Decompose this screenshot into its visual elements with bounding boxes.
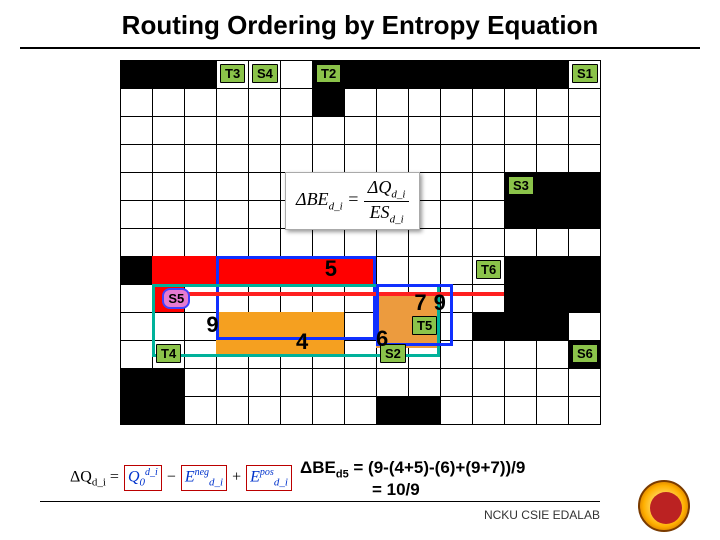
delta-q-formula: ΔQd_i = Q0d_i − Enegd_i + Eposd_i — [70, 465, 293, 491]
label-t4: T4 — [156, 344, 181, 363]
overlay-num-0: 5 — [325, 256, 337, 282]
label-s6: S6 — [572, 344, 598, 363]
formula-fraction: ΔQd_i ESd_i — [364, 177, 410, 225]
overlay-num-3: 6 — [376, 326, 388, 352]
label-t2: T2 — [316, 64, 341, 83]
overlay-num-4: 7 — [414, 290, 426, 316]
label-s1: S1 — [572, 64, 598, 83]
overlay-num-5: 9 — [434, 290, 446, 316]
entropy-formula-box: ΔBEd_i = ΔQd_i ESd_i — [285, 172, 420, 230]
label-s5: S5 — [162, 288, 190, 309]
footer-divider — [40, 501, 600, 502]
title-underline — [20, 47, 700, 49]
overlay-num-2: 4 — [296, 329, 308, 355]
footer-text: NCKU CSIE EDALAB — [484, 508, 600, 522]
label-t6: T6 — [476, 260, 501, 279]
label-s3: S3 — [508, 176, 534, 195]
ncku-badge-icon — [638, 480, 690, 532]
overlay-num-1: 9 — [206, 312, 218, 338]
label-s4: S4 — [252, 64, 278, 83]
label-t5: T5 — [412, 316, 437, 335]
result-equation: ΔBEd5 = (9-(4+5)-(6)+(9+7))/9 = 10/9 — [300, 458, 525, 500]
page-title: Routing Ordering by Entropy Equation — [0, 0, 720, 47]
formula-lhs: ΔBEd_i = — [296, 189, 364, 209]
label-t3: T3 — [220, 64, 245, 83]
overlay-rect-red-outline — [168, 292, 504, 296]
